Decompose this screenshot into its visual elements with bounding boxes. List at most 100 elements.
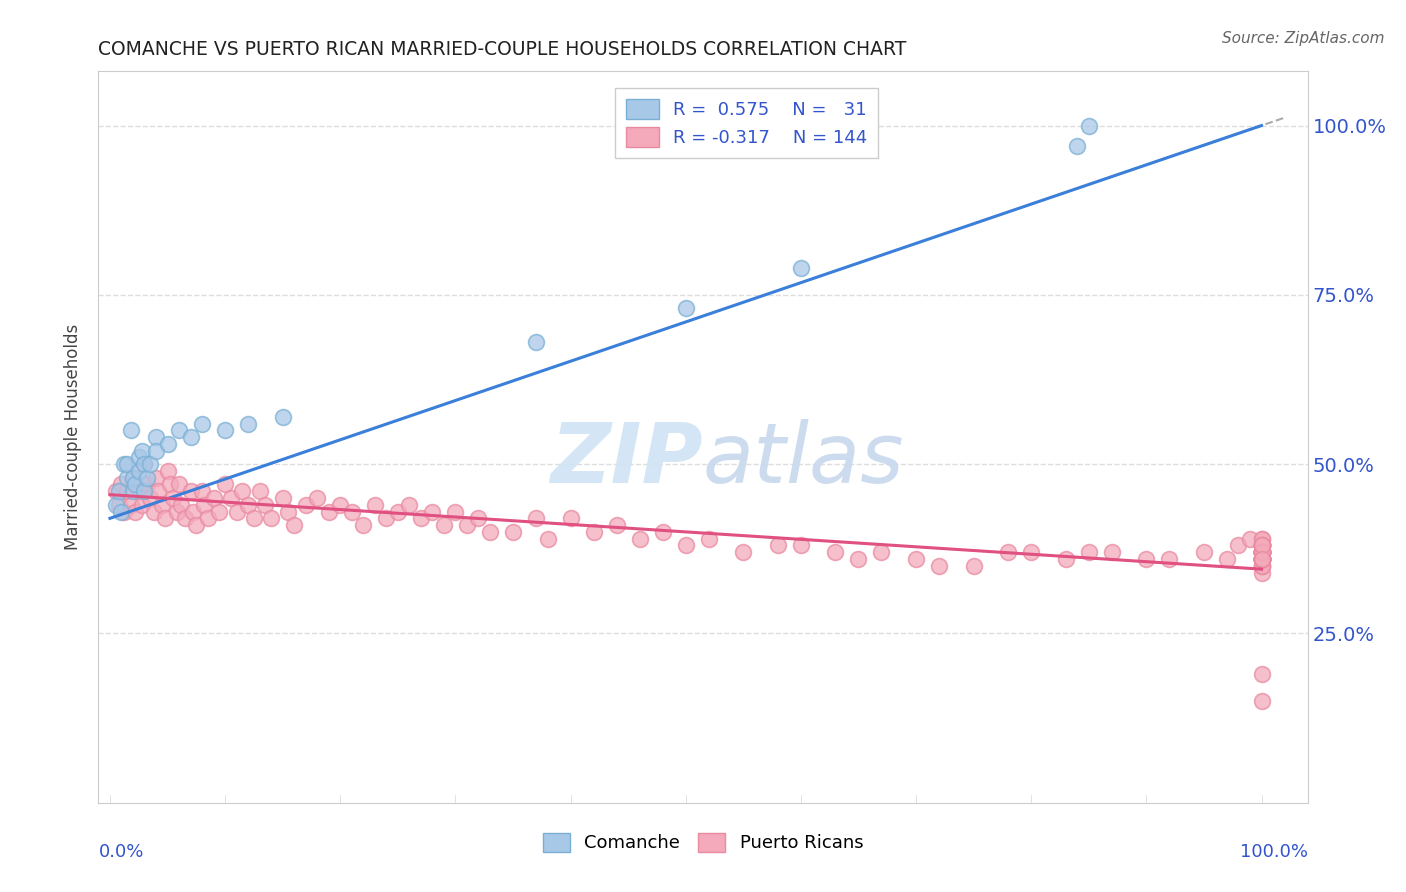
Point [271, 409, 294, 424]
Point [139, 457, 162, 471]
Point [225, 505, 247, 519]
Point [231, 484, 253, 499]
Point [277, 505, 299, 519]
Text: atlas: atlas [703, 418, 904, 500]
Point [104, 484, 127, 499]
Point [1250, 552, 1272, 566]
Point [409, 511, 432, 525]
Point [848, 552, 870, 566]
Point [1250, 538, 1272, 552]
Point [1250, 552, 1272, 566]
Point [254, 498, 277, 512]
Point [962, 558, 984, 573]
Point [135, 471, 157, 485]
Point [166, 505, 188, 519]
Point [208, 505, 231, 519]
Point [1250, 552, 1272, 566]
Point [1250, 552, 1272, 566]
Point [502, 524, 524, 539]
Point [456, 518, 478, 533]
Point [122, 471, 145, 485]
Point [1250, 545, 1272, 559]
Point [697, 532, 720, 546]
Point [128, 450, 150, 465]
Point [790, 538, 813, 552]
Point [1250, 538, 1272, 552]
Point [271, 491, 294, 505]
Point [1250, 545, 1272, 559]
Point [1227, 538, 1250, 552]
Point [110, 505, 132, 519]
Point [1250, 545, 1272, 559]
Point [1250, 558, 1272, 573]
Point [1250, 545, 1272, 559]
Point [1250, 552, 1272, 566]
Point [236, 498, 259, 512]
Point [131, 498, 153, 512]
Point [1250, 538, 1272, 552]
Point [1250, 552, 1272, 566]
Point [675, 538, 697, 552]
Point [307, 491, 329, 505]
Point [1250, 552, 1272, 566]
Point [1250, 545, 1272, 559]
Point [1159, 552, 1181, 566]
Point [387, 505, 409, 519]
Point [1250, 538, 1272, 552]
Point [1019, 545, 1042, 559]
Point [1192, 545, 1215, 559]
Point [1077, 119, 1099, 133]
Point [582, 524, 605, 539]
Point [131, 443, 153, 458]
Point [1250, 552, 1272, 566]
Point [318, 505, 340, 519]
Point [733, 545, 755, 559]
Point [134, 457, 156, 471]
Point [524, 511, 547, 525]
Point [329, 498, 352, 512]
Point [928, 558, 950, 573]
Point [1250, 545, 1272, 559]
Point [422, 505, 444, 519]
Point [560, 511, 582, 525]
Point [128, 464, 150, 478]
Point [1250, 545, 1272, 559]
Point [193, 498, 215, 512]
Point [398, 498, 420, 512]
Point [124, 505, 146, 519]
Point [1250, 552, 1272, 566]
Point [159, 477, 181, 491]
Point [214, 477, 236, 491]
Point [675, 301, 697, 316]
Point [139, 491, 162, 505]
Point [243, 511, 266, 525]
Point [1250, 552, 1272, 566]
Point [155, 511, 177, 525]
Point [824, 545, 846, 559]
Point [606, 518, 628, 533]
Point [375, 511, 398, 525]
Point [112, 505, 135, 519]
Point [1250, 545, 1272, 559]
Point [1250, 558, 1272, 573]
Point [162, 491, 184, 505]
Point [180, 430, 202, 444]
Point [1250, 545, 1272, 559]
Point [1250, 552, 1272, 566]
Point [167, 423, 190, 437]
Legend: Comanche, Puerto Ricans: Comanche, Puerto Ricans [536, 826, 870, 860]
Point [1250, 552, 1272, 566]
Point [790, 260, 813, 275]
Point [197, 511, 219, 525]
Point [120, 423, 142, 437]
Point [202, 491, 225, 505]
Point [128, 484, 150, 499]
Point [1250, 532, 1272, 546]
Point [134, 484, 156, 499]
Point [1250, 552, 1272, 566]
Point [433, 518, 456, 533]
Point [1066, 139, 1088, 153]
Point [905, 552, 928, 566]
Point [1054, 552, 1077, 566]
Point [249, 484, 271, 499]
